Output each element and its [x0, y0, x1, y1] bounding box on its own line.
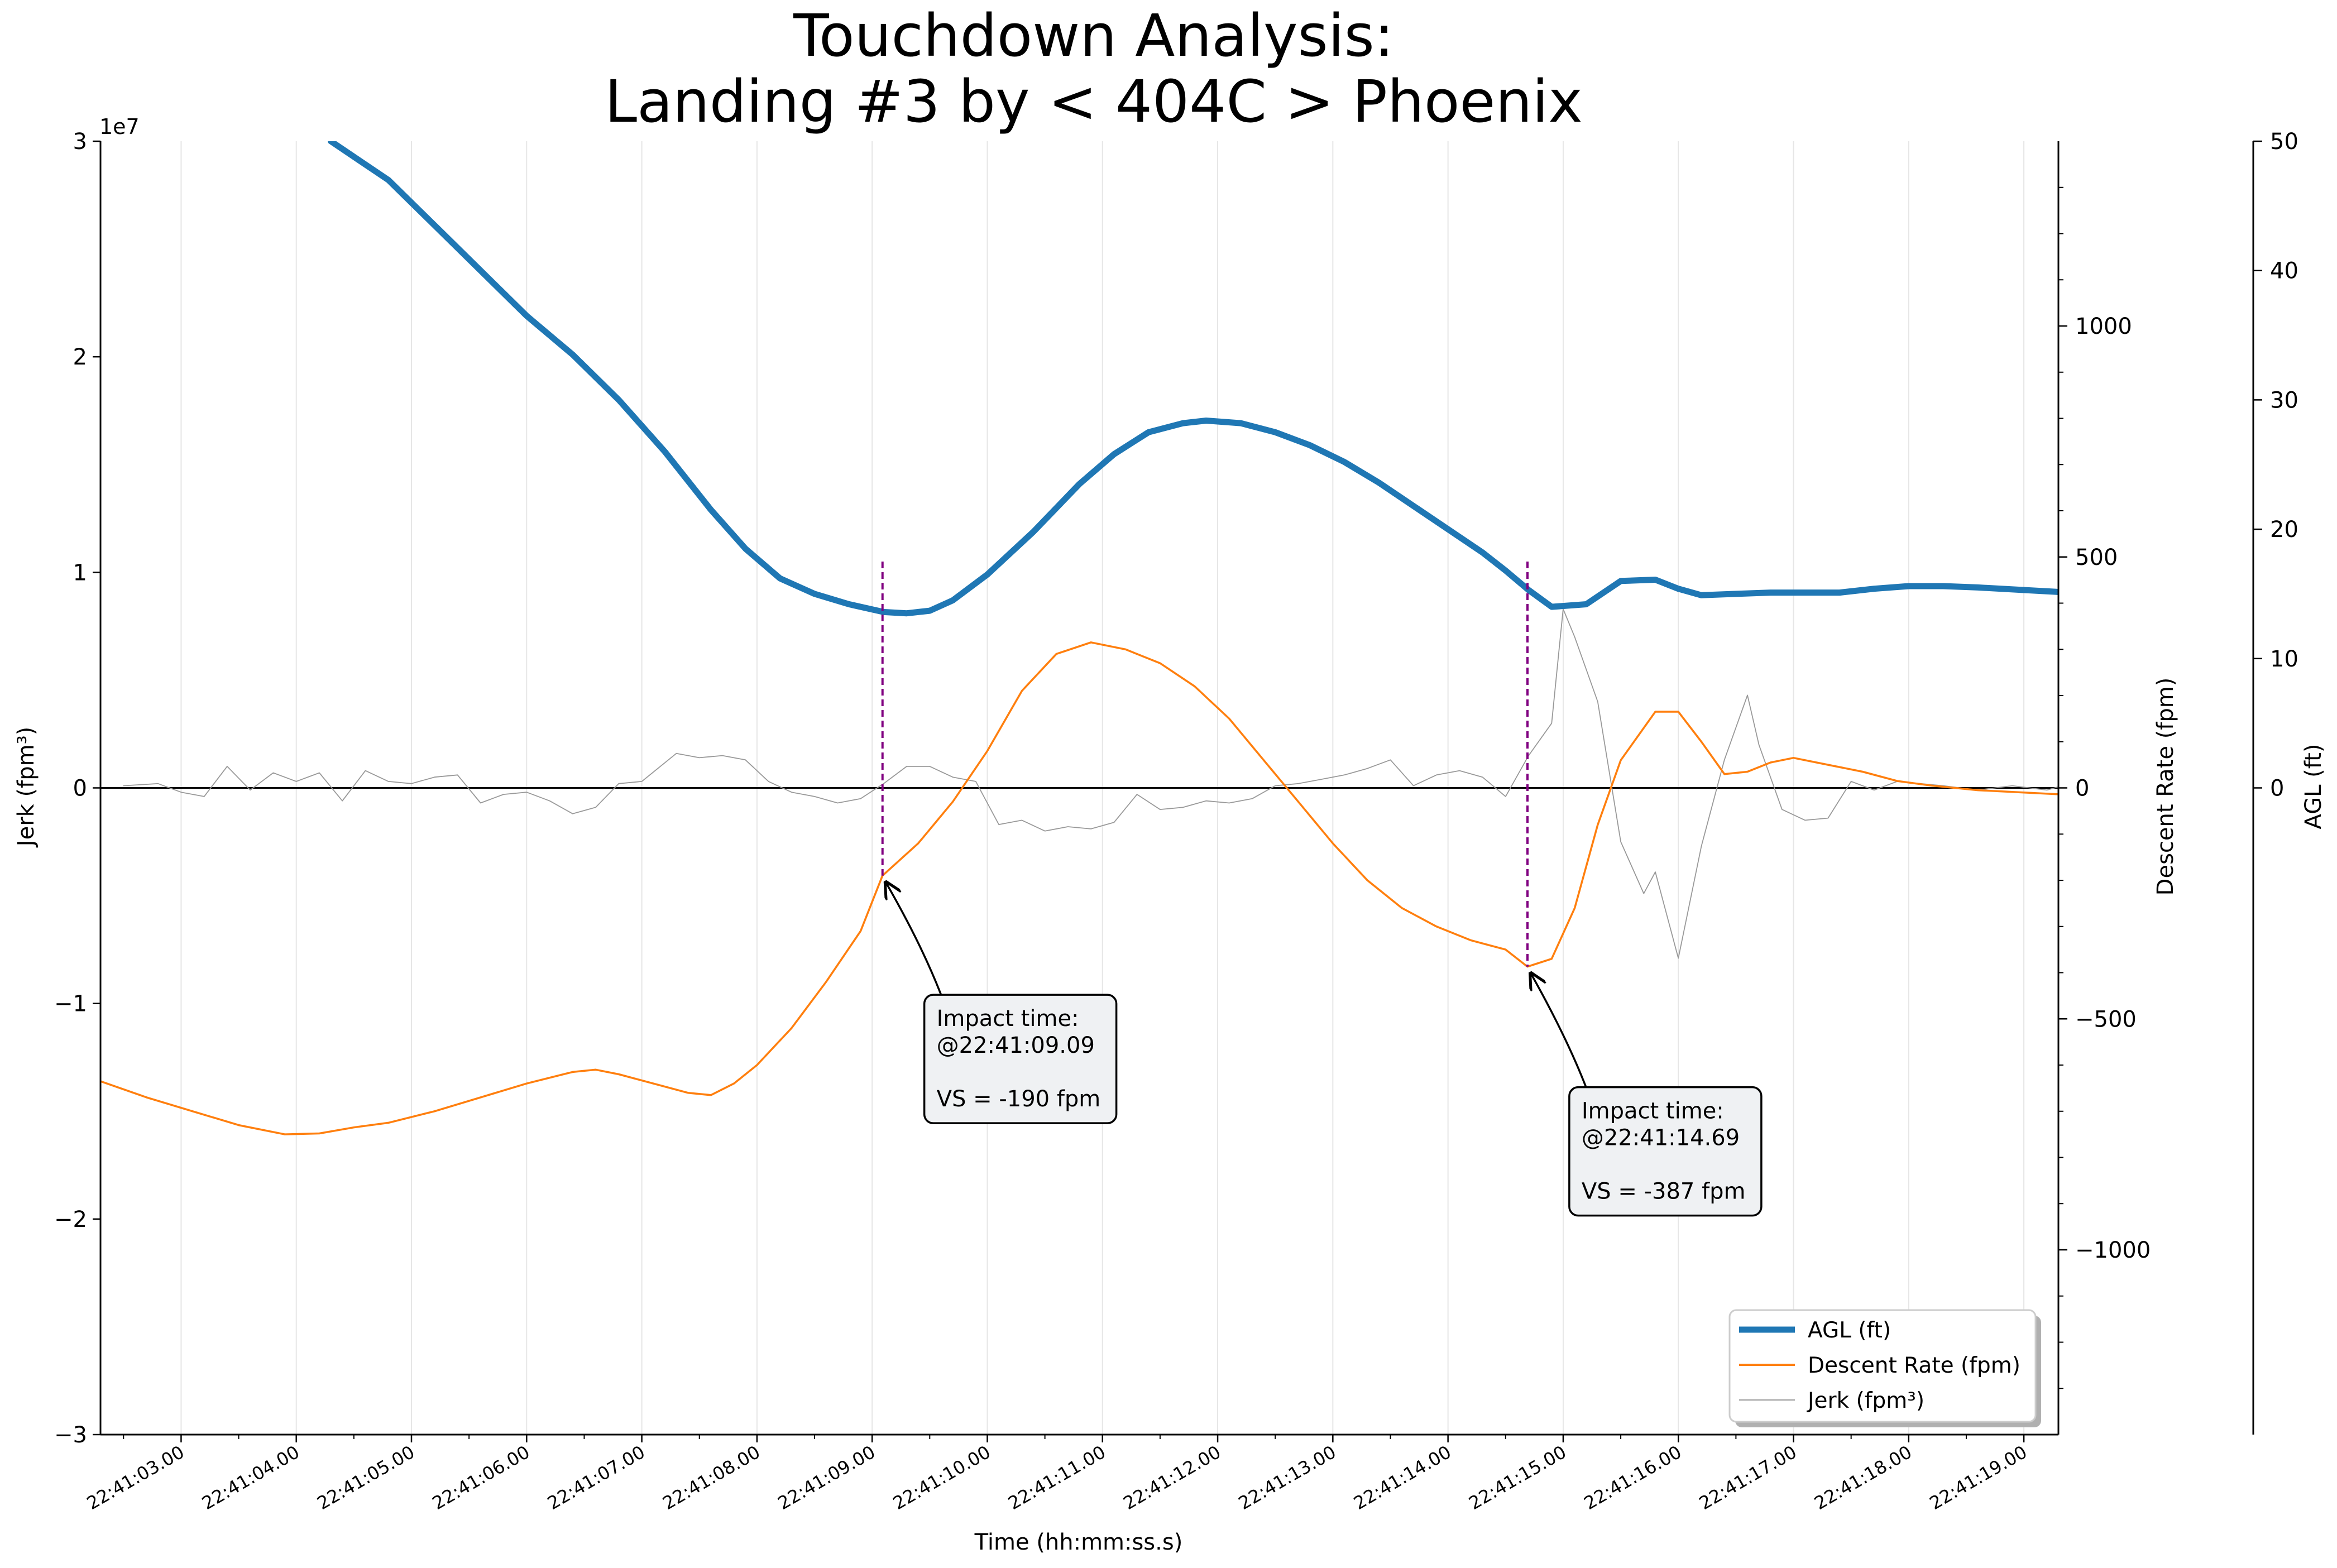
jerk-tick-label: −1 — [54, 991, 87, 1017]
x-tick-label: 22:41:19.00 — [1926, 1441, 2031, 1514]
impact-annotation-text: VS = -190 fpm — [937, 1086, 1101, 1112]
x-tick-label: 22:41:10.00 — [889, 1441, 994, 1514]
descent-tick-label: 1000 — [2075, 314, 2132, 339]
x-tick-label: 22:41:15.00 — [1465, 1441, 1570, 1514]
descent-tick-label: −1000 — [2075, 1238, 2151, 1263]
agl-tick-label: 0 — [2270, 776, 2284, 802]
impact-annotation-box — [1568, 1086, 1763, 1217]
descent-tick-label: −500 — [2075, 1006, 2137, 1032]
agl-tick-label: 10 — [2270, 646, 2298, 672]
impact-arrow — [886, 883, 942, 995]
x-tick-label: 22:41:08.00 — [659, 1441, 764, 1514]
agl-series-line — [328, 141, 2058, 617]
axes-layer: 22:41:03.00 22:41:04.00 22:41:05.00 22:41:0… — [54, 129, 2298, 1514]
jerk-tick-label: 1 — [73, 560, 87, 586]
jerk-exponent-label: 1e7 — [99, 114, 140, 139]
legend-label-descent: Descent Rate (fpm) — [1808, 1353, 2020, 1378]
jerk-tick-label: −3 — [54, 1422, 87, 1448]
agl-axis-label: AGL (ft) — [2301, 744, 2326, 829]
legend-label-agl: AGL (ft) — [1808, 1318, 1891, 1343]
x-tick-label: 22:41:03.00 — [83, 1441, 188, 1514]
agl-tick-label: 50 — [2270, 129, 2298, 155]
jerk-tick-label: 3 — [73, 129, 87, 155]
x-tick-label: 22:41:12.00 — [1120, 1441, 1225, 1514]
jerk-tick-label: 0 — [73, 776, 87, 802]
legend-label-jerk: Jerk (fpm³) — [1806, 1388, 1924, 1413]
impact-arrow — [1531, 974, 1587, 1088]
impact-annotation-text: Impact time: — [937, 1006, 1079, 1032]
jerk-tick-label: 2 — [73, 344, 87, 370]
x-tick-label: 22:41:11.00 — [1004, 1441, 1109, 1514]
x-tick-label: 22:41:14.00 — [1350, 1441, 1455, 1514]
impact-annotation-text: VS = -387 fpm — [1582, 1179, 1746, 1205]
x-tick-label: 22:41:16.00 — [1581, 1441, 1685, 1514]
x-tick-label: 22:41:17.00 — [1696, 1441, 1800, 1514]
descent-rate-series-line — [100, 641, 2058, 1135]
x-tick-label: 22:41:05.00 — [313, 1441, 418, 1514]
jerk-axis-label: Jerk (fpm³) — [13, 727, 39, 848]
impact-annotation-box — [923, 994, 1118, 1124]
x-tick-label: 22:41:06.00 — [429, 1441, 534, 1514]
jerk-series-line — [123, 608, 2058, 959]
series-layer — [100, 141, 2058, 1135]
x-tick-label: 22:41:04.00 — [198, 1441, 303, 1514]
legend: AGL (ft) Descent Rate (fpm) Jerk (fpm³) — [1728, 1309, 2041, 1427]
impact-annotation-text: @22:41:09.09 — [937, 1033, 1095, 1058]
x-tick-label: 22:41:07.00 — [544, 1441, 649, 1514]
descent-axis-label: Descent Rate (fpm) — [2153, 678, 2178, 896]
x-tick-label: 22:41:09.00 — [774, 1441, 879, 1514]
agl-tick-label: 30 — [2270, 387, 2298, 413]
agl-tick-label: 20 — [2270, 517, 2298, 543]
agl-tick-label: 40 — [2270, 258, 2298, 284]
chart-title-line1: Touchdown Analysis: — [793, 2, 1394, 70]
x-axis-label: Time (hh:mm:ss.s) — [974, 1529, 1183, 1555]
x-tick-label: 22:41:13.00 — [1235, 1441, 1340, 1514]
jerk-tick-label: −2 — [54, 1207, 87, 1233]
impact-annotation-text: @22:41:14.69 — [1582, 1125, 1740, 1151]
x-tick-label: 22:41:18.00 — [1811, 1441, 1915, 1514]
chart-title-line2: Landing #3 by < 404C > Phoenix — [605, 68, 1583, 136]
impact-annotation-text: Impact time: — [1582, 1099, 1724, 1124]
descent-tick-label: 500 — [2075, 545, 2118, 570]
legend-box — [1728, 1309, 2037, 1423]
descent-tick-label: 0 — [2075, 776, 2089, 802]
